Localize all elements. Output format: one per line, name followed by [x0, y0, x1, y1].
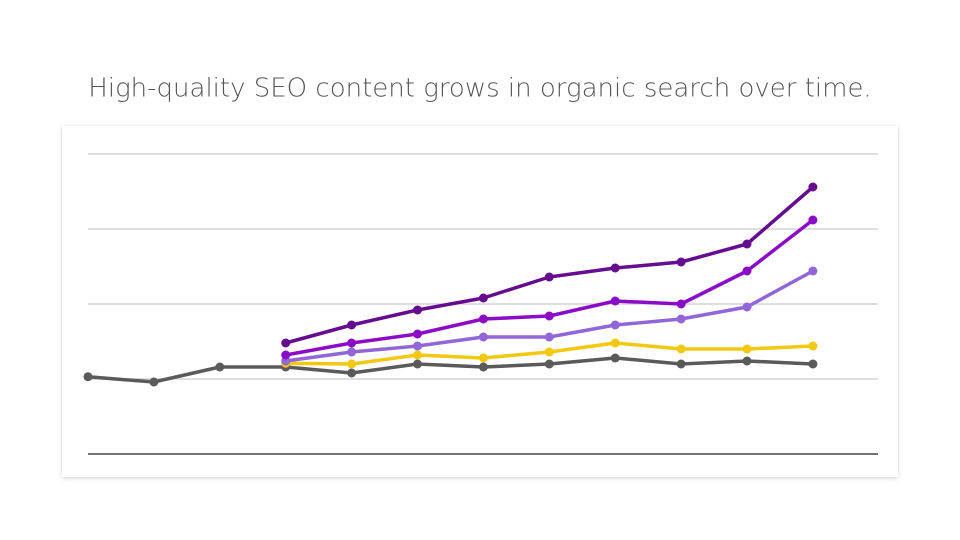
- data-point: [610, 296, 620, 306]
- data-point: [544, 332, 554, 342]
- data-point: [676, 359, 686, 369]
- data-point: [413, 341, 422, 351]
- data-point: [478, 353, 488, 363]
- data-point: [478, 314, 488, 324]
- data-point: [544, 347, 554, 357]
- data-point: [676, 314, 686, 324]
- data-point: [676, 257, 686, 267]
- data-point: [347, 347, 357, 357]
- data-point: [347, 368, 357, 378]
- data-point: [676, 344, 686, 354]
- data-point: [215, 362, 225, 372]
- data-point: [149, 377, 159, 387]
- data-point: [742, 239, 752, 249]
- data-point: [413, 329, 422, 339]
- data-point: [544, 272, 554, 282]
- data-point: [347, 359, 357, 369]
- data-point: [544, 311, 554, 321]
- data-point: [808, 215, 818, 225]
- data-point: [676, 299, 686, 309]
- series-line: [86, 356, 815, 384]
- data-point: [478, 332, 488, 342]
- data-point: [413, 305, 422, 315]
- chart-card: [62, 126, 898, 477]
- data-point: [478, 362, 488, 372]
- data-point: [281, 338, 291, 348]
- chart-title: High-quality SEO content grows in organi…: [88, 74, 871, 104]
- data-point: [808, 341, 818, 351]
- data-point: [808, 182, 818, 192]
- data-point: [544, 359, 554, 369]
- data-point: [281, 350, 291, 360]
- data-point: [742, 266, 752, 276]
- plot-area: [83, 153, 878, 455]
- data-point: [610, 263, 620, 273]
- data-point: [347, 338, 357, 348]
- data-point: [413, 359, 422, 369]
- data-point: [610, 320, 620, 330]
- data-point: [413, 350, 422, 360]
- data-point: [742, 344, 752, 354]
- data-point: [808, 359, 818, 369]
- data-point: [347, 320, 357, 330]
- data-point: [610, 338, 620, 348]
- data-point: [742, 356, 752, 366]
- data-point: [808, 266, 818, 276]
- data-point: [478, 293, 488, 303]
- data-point: [83, 372, 93, 382]
- data-point: [610, 353, 620, 363]
- data-point: [742, 302, 752, 312]
